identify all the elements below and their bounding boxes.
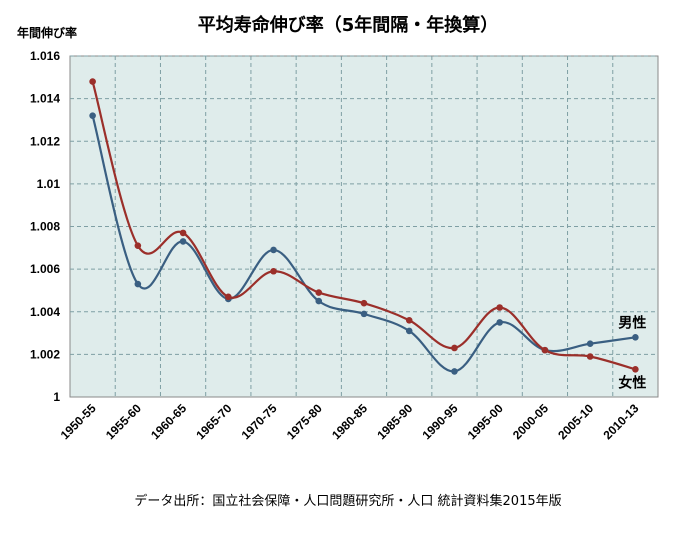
y-tick-label: 1.012 [30,134,60,148]
data-point [134,242,142,249]
series-line-1 [91,115,636,373]
x-tick-label: 1985-90 [374,401,415,442]
series-label: 男性 [618,314,646,331]
data-point [586,340,594,348]
x-tick-label: 1965-70 [193,401,234,442]
data-point [405,316,413,324]
x-tick-label: 1975-80 [284,401,325,442]
data-point [451,344,458,352]
x-tick-label: 2005-10 [555,401,596,442]
data-point [89,112,96,119]
y-tick-label: 1.016 [30,49,60,63]
x-tick-label: 1990-95 [420,401,461,442]
y-tick-label: 1.004 [30,305,60,319]
data-point [405,327,413,335]
x-axis-ticks: 1950-55 1955-60 1960-65 1965-70 1970-75 1975-… [58,401,642,442]
data-point [632,365,639,373]
source-note: データ出所：国立社会保障・人口問題研究所・人口 統計資料集2015年版 [134,493,561,509]
y-tick-label: 1.014 [30,92,60,106]
data-point [586,353,594,360]
data-point [270,246,277,254]
series-label: 女性 [618,374,646,391]
x-tick-label: 1950-55 [58,401,99,442]
data-point [179,229,187,237]
data-point [496,319,503,326]
y-axis-label: 年間伸び率 [17,25,77,40]
data-point [360,310,368,318]
y-tick-label: 1.008 [30,220,60,234]
data-point [89,78,96,85]
data-point [541,346,549,354]
data-point [496,304,503,311]
data-point [632,334,639,341]
y-tick-label: 1.01 [37,177,61,191]
series-layer [89,78,639,375]
data-point [179,238,187,245]
data-point [225,293,232,301]
x-tick-label: 2010-13 [600,401,641,442]
data-point [315,289,323,296]
data-point [315,297,323,305]
y-tick-label: 1.002 [30,347,60,361]
x-tick-label: 1980-85 [329,401,370,442]
y-tick-label: 1.006 [30,262,60,276]
x-tick-label: 1955-60 [103,401,144,442]
y-axis-ticks: 1 1.002 1.004 1.006 1.008 1.01 1.012 1.014 1.016 [30,49,60,404]
x-tick-label: 1970-75 [239,401,280,442]
data-point [270,267,277,275]
data-point [134,280,142,288]
x-tick-label: 1995-00 [465,401,506,442]
data-point [360,299,368,307]
data-point [451,368,458,375]
x-tick-label: 2000-05 [510,401,551,442]
series-line-2 [91,81,636,371]
x-tick-label: 1960-65 [148,401,189,442]
chart-title: 平均寿命伸び率（5年間隔・年換算） [198,14,499,36]
y-tick-label: 1 [53,390,60,404]
